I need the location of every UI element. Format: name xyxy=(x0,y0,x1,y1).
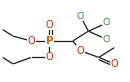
Text: O: O xyxy=(46,20,53,30)
Text: P: P xyxy=(46,36,53,46)
Text: O: O xyxy=(111,59,118,69)
Text: O: O xyxy=(27,36,35,46)
Text: Cl: Cl xyxy=(102,35,111,44)
Text: Cl: Cl xyxy=(76,12,85,21)
Text: Cl: Cl xyxy=(102,18,111,27)
Text: O: O xyxy=(77,46,84,56)
Text: O: O xyxy=(46,52,53,62)
